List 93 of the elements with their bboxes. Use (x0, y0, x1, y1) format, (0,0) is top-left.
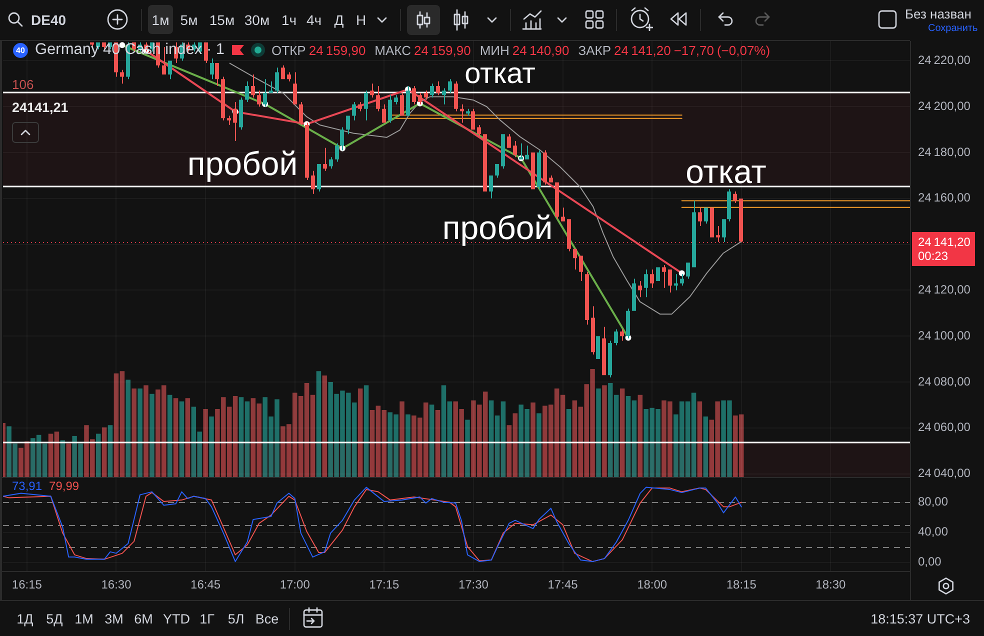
annotation: пробой (187, 145, 298, 182)
candlestick (466, 108, 470, 116)
bar (108, 425, 113, 477)
x-tick-label: 16:45 (190, 578, 221, 592)
bar (96, 434, 101, 477)
bar (602, 385, 607, 477)
x-tick-label: 18:15 (726, 578, 757, 592)
annotation: откат (686, 153, 766, 190)
x-tick-label: 18:30 (816, 578, 846, 592)
y-tick-label: 80,00 (918, 494, 948, 509)
bar (209, 416, 214, 477)
text: 5Д (46, 611, 63, 626)
text: Н (356, 12, 366, 28)
text: 5Л (228, 611, 244, 626)
bar (358, 388, 363, 477)
y-tick-label: 24 100,00 (918, 328, 971, 342)
text: DE40 (31, 12, 66, 28)
y-tick-label: 24 160,00 (918, 190, 971, 205)
bar (144, 385, 148, 477)
text: Без назван (905, 6, 972, 22)
annotation: откат (464, 58, 536, 90)
annotation: 24141,21 (12, 100, 68, 115)
annotation: 73,91 (12, 479, 42, 493)
bar (465, 420, 470, 477)
bar (400, 401, 404, 477)
bar (132, 388, 136, 477)
annotation: пробой (442, 209, 553, 246)
text: 1Д (16, 611, 34, 626)
text: 6М (134, 611, 153, 626)
y-tick-label: 24 180,00 (918, 144, 971, 159)
candlestick (269, 81, 273, 93)
text: 1м (152, 12, 170, 28)
bar (102, 427, 107, 477)
candlestick (716, 226, 720, 242)
bar (167, 394, 172, 477)
text: 3М (104, 611, 124, 626)
text: Сохранить (928, 23, 978, 34)
bar (697, 401, 702, 477)
x-tick-label: 17:15 (369, 578, 400, 592)
bar (126, 380, 131, 477)
bar (138, 388, 142, 477)
text: 4ч (306, 12, 322, 28)
text: 00:23 (918, 248, 948, 263)
bar (435, 410, 440, 477)
y-tick-label: 24 200,00 (918, 98, 971, 113)
text: 18:15:37 UTC+3 (870, 611, 970, 626)
text: 5м (180, 12, 198, 28)
ref-line-label: 24 141,20 (918, 234, 971, 249)
bar (406, 414, 410, 477)
candlestick (227, 116, 231, 125)
bar (322, 375, 327, 477)
bar (203, 408, 208, 477)
x-tick-label: 16:30 (101, 578, 132, 592)
bar (364, 385, 369, 477)
bar (536, 413, 542, 477)
x-tick-label: 18:00 (637, 578, 668, 592)
text: 1ч (281, 12, 297, 28)
bar (596, 388, 601, 477)
text: ОТКР 24 159,90 МАКС 24 159,90 МИН 24 140,90 ЗАКР 24 141,20 −17,70 (−0,07%) (272, 42, 770, 58)
bar (703, 416, 708, 477)
y-tick-label: 24 040,00 (918, 466, 971, 480)
y-tick-label: 24 120,00 (918, 282, 971, 297)
annotation: 79,99 (49, 479, 80, 493)
bar (60, 440, 66, 477)
bar (620, 388, 625, 477)
text: 1М (74, 611, 94, 626)
bar (638, 394, 643, 477)
x-tick-label: 16:15 (12, 578, 42, 592)
text: YTD (163, 611, 190, 626)
bar (150, 394, 154, 477)
bar (316, 371, 322, 477)
y-tick-label: 40,00 (918, 524, 948, 539)
text: Все (255, 611, 279, 626)
bar (173, 398, 178, 477)
bar (429, 404, 434, 477)
x-tick-label: 17:45 (548, 578, 578, 592)
x-tick-label: 17:00 (280, 578, 310, 592)
x-tick-label: 17:30 (458, 578, 489, 592)
y-tick-label: 24 220,00 (918, 53, 971, 68)
text: Д (334, 12, 344, 28)
bar (566, 408, 572, 477)
text: 1Г (200, 611, 214, 626)
y-tick-label: 0,00 (918, 554, 942, 569)
annotation: 106 (12, 77, 34, 92)
bar (185, 398, 190, 477)
candlestick (519, 143, 523, 160)
text: 15м (209, 12, 235, 28)
bar (179, 401, 184, 477)
bar (66, 444, 71, 477)
y-tick-label: 24 080,00 (918, 374, 971, 388)
y-tick-label: 24 060,00 (918, 420, 971, 434)
text: 30м (244, 12, 270, 28)
bar (530, 402, 536, 477)
